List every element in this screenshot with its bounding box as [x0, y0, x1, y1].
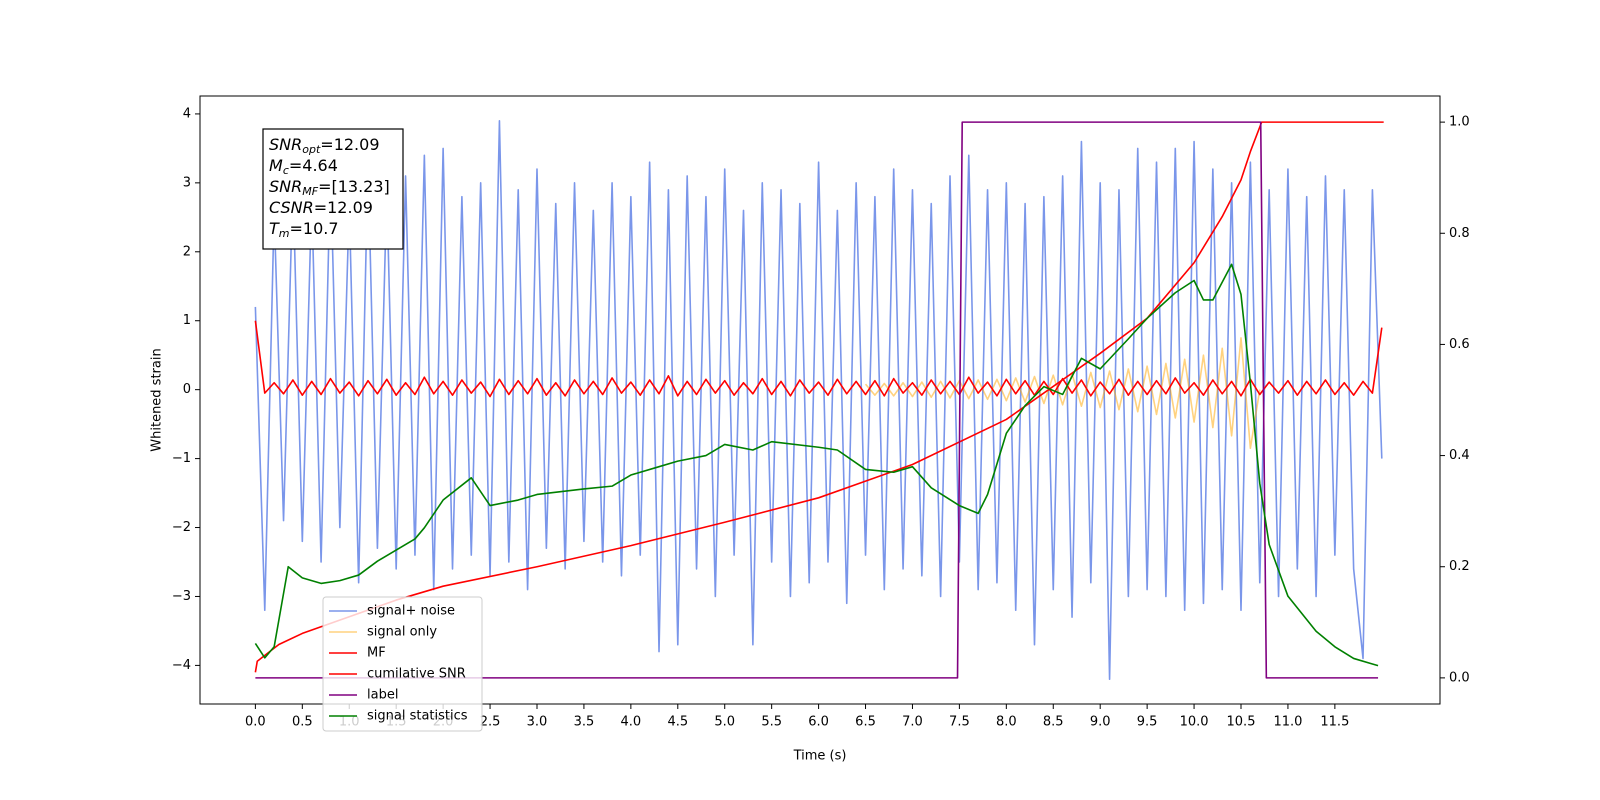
- annotation: CSNR=12.09: [269, 198, 373, 217]
- x-tick-label: 5.5: [761, 715, 782, 730]
- y-tick-label: −4: [172, 658, 191, 673]
- x-tick-label: 10.5: [1227, 715, 1256, 730]
- y2-tick-label: 1.0: [1449, 115, 1470, 130]
- x-tick-label: 0.5: [292, 715, 313, 730]
- annotation: Mc=4.64: [269, 156, 338, 178]
- x-tick-label: 0.0: [245, 715, 266, 730]
- y2-tick-label: 0.2: [1449, 559, 1470, 574]
- y-axis-label: Whitened strain: [150, 348, 165, 451]
- annotation-frame: [262, 128, 404, 250]
- y2-tick-label: 0.6: [1449, 337, 1470, 352]
- annotation: SNRMF=[13.23]: [269, 177, 390, 199]
- x-tick-label: 9.0: [1090, 715, 1111, 730]
- legend-frame: [322, 596, 483, 732]
- series-line: [255, 121, 1379, 679]
- y-tick-label: 4: [183, 106, 191, 121]
- legend-label: signal statistics: [367, 709, 468, 724]
- x-axis-label: Time (s): [793, 749, 847, 764]
- y-tick-label: 1: [183, 313, 191, 328]
- x-tick-label: 11.0: [1273, 715, 1302, 730]
- x-tick-label: 3.5: [574, 715, 595, 730]
- series-line: [864, 337, 1261, 450]
- x-tick-label: 7.5: [949, 715, 970, 730]
- series-line: [254, 320, 1383, 398]
- annotation-subscript: c: [283, 164, 289, 177]
- y-tick-label: −3: [172, 589, 191, 604]
- x-tick-label: 8.0: [996, 715, 1017, 730]
- x-tick-label: 4.5: [667, 715, 688, 730]
- x-tick-label: 4.0: [621, 715, 642, 730]
- annotation-name: SNR: [269, 177, 302, 196]
- legend: signal+ noise signal only MF cumilative SNR…: [322, 596, 483, 732]
- y-tick-label: 0: [183, 382, 191, 397]
- legend-label: cumilative SNR: [367, 667, 466, 682]
- annotation-name: SNR: [269, 135, 302, 154]
- annotation-value: =12.09: [320, 135, 379, 154]
- y2-tick-label: 0.4: [1449, 448, 1470, 463]
- annotation-value: =12.09: [314, 198, 373, 217]
- x-tick-label: 8.5: [1043, 715, 1064, 730]
- y-tick-label: 2: [183, 244, 191, 259]
- annotation: Tm=10.7: [269, 219, 339, 241]
- annotation-name: M: [269, 156, 283, 175]
- x-tick-label: 7.0: [902, 715, 923, 730]
- y-tick-label: 3: [183, 175, 191, 190]
- x-tick-label: 5.0: [714, 715, 735, 730]
- annotation-subscript: m: [279, 227, 290, 240]
- x-tick-label: 6.0: [808, 715, 829, 730]
- annotation: SNRopt=12.09: [269, 135, 380, 157]
- y-tick-label: −2: [172, 520, 191, 535]
- x-tick-label: 2.5: [480, 715, 501, 730]
- annotation-value: =[13.23]: [318, 177, 390, 196]
- annotation-box: SNRopt=12.09Mc=4.64SNRMF=[13.23]CSNR=12.…: [262, 128, 404, 250]
- x-tick-label: 3.0: [527, 715, 548, 730]
- series-line: [254, 263, 1379, 667]
- x-tick-label: 10.0: [1180, 715, 1209, 730]
- legend-label: MF: [367, 646, 386, 661]
- legend-label: label: [367, 688, 398, 703]
- annotation-name: CSNR: [269, 198, 314, 217]
- annotation-subscript: MF: [302, 185, 318, 198]
- y2-tick-label: 0.8: [1449, 226, 1470, 241]
- annotation-name: T: [269, 219, 280, 238]
- x-tick-label: 6.5: [855, 715, 876, 730]
- annotation-subscript: opt: [302, 143, 321, 156]
- plot-frame: [199, 95, 1441, 705]
- legend-label: signal only: [367, 625, 437, 640]
- plot-area: [254, 120, 1384, 680]
- y-tick-label: −1: [172, 451, 191, 466]
- series-line: [254, 120, 1383, 680]
- x-tick-label: 9.5: [1137, 715, 1158, 730]
- annotation-value: =10.7: [290, 219, 339, 238]
- x-tick-label: 11.5: [1320, 715, 1349, 730]
- annotation-value: =4.64: [289, 156, 338, 175]
- y2-tick-label: 0.0: [1449, 670, 1470, 685]
- legend-label: signal+ noise: [367, 604, 455, 619]
